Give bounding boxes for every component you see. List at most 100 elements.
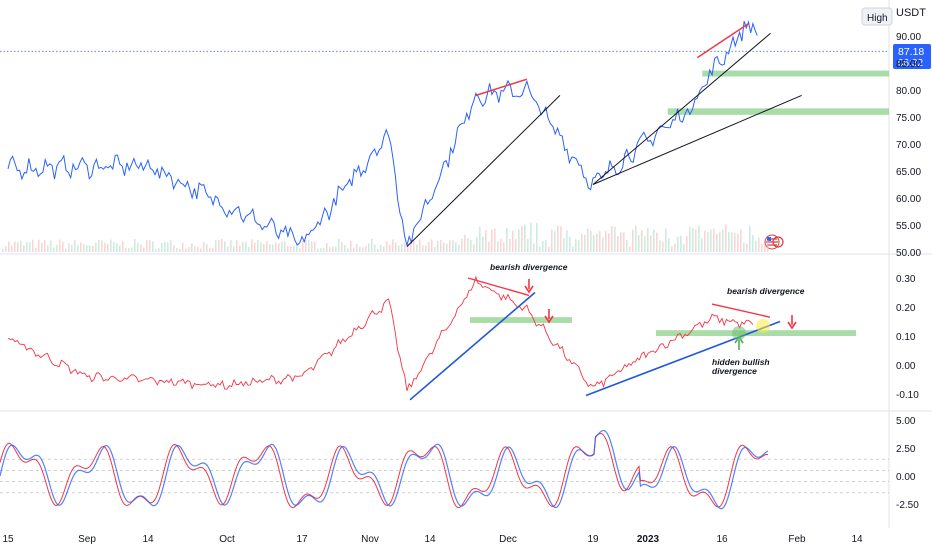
volume-bar [182,242,184,252]
y-tick-label: 90.00 [896,32,921,43]
volume-bar [365,246,367,252]
volume-bar [578,240,580,252]
divergence-line [696,22,749,59]
y-tick-label: 65.00 [896,167,921,178]
down-arrow-icon [544,309,554,324]
volume-bar [461,238,463,252]
trendline [406,95,561,247]
volume-bar [419,239,421,252]
indicator-trendline [585,320,781,397]
volume-bar [476,236,478,252]
volume-bar [176,247,178,252]
volume-bar [383,246,385,252]
volume-bar [422,245,424,252]
volume-bar [23,245,25,252]
volume-bar [50,240,52,252]
volume-bar [245,241,247,252]
volume-bar [29,242,31,252]
volume-bar [179,248,181,252]
volume-bar [653,229,655,252]
volume-bar [299,248,301,252]
volume-bar [710,229,712,252]
volume-bar [674,243,676,252]
volume-bar [575,239,577,252]
volume-bar [524,224,526,252]
volume-bar [479,226,481,252]
volume-bar [617,236,619,252]
price-badge-countdown: 06:32 [898,58,923,69]
volume-bar [263,244,265,252]
volume-bar [320,248,322,252]
volume-bar [602,237,604,252]
volume-bar [293,246,295,252]
volume-bar [566,230,568,252]
volume-bar [53,247,55,252]
volume-bar [449,240,451,252]
volume-bar [203,241,205,252]
volume-bar [89,245,91,252]
volume-bar [209,247,211,252]
volume-bar [494,228,496,252]
volume-bar [344,245,346,252]
volume-bar [404,243,406,252]
volume-bar [515,239,517,252]
volume-bar [11,245,13,252]
volume-bar [473,244,475,252]
volume-bar [269,244,271,252]
volume-bar [605,230,607,252]
y-tick-label: 50.00 [896,248,921,259]
x-tick-label: 2023 [637,534,660,545]
volume-bar [32,239,34,252]
volume-bar [647,228,649,252]
annotation-bearish-1: bearish divergence [490,262,568,272]
volume-bar [425,245,427,252]
volume-bar [692,228,694,252]
volume-bar [158,248,160,252]
y-tick-label: 0.30 [896,274,916,285]
volume-bar [749,226,751,252]
x-tick-label: 15 [2,534,14,545]
volume-bar [431,239,433,252]
volume-bar [62,241,64,252]
volume-bar [401,244,403,252]
y-tick-label: -0.10 [896,390,919,401]
volume-bar [428,241,430,252]
indicator-zone [656,330,856,336]
volume-bar [128,248,130,252]
volume-bar [104,242,106,252]
volume-bar [686,236,688,252]
volume-bar [185,248,187,252]
volume-bar [506,228,508,252]
x-tick-label: Feb [788,534,806,545]
volume-bar [746,243,748,252]
volume-bar [560,226,562,252]
volume-bar [20,240,22,252]
x-tick-label: Sep [78,534,96,545]
volume-bar [290,246,292,252]
y-tick-label: 55.00 [896,221,921,232]
y-tick-label: -2.50 [896,500,919,511]
volume-bar [764,244,766,252]
volume-bar [35,247,37,252]
y-tick-label: 0.20 [896,303,916,314]
volume-bar [242,241,244,252]
volume-bar [731,232,733,252]
high-button[interactable]: High [861,7,893,26]
volume-bar [386,241,388,252]
series-layer [0,20,769,510]
volume-bar [410,241,412,252]
volume-bar [107,243,109,252]
price-badge: 87.18 06:32 [893,44,931,69]
volume-bar [356,243,358,252]
volume-bar [608,233,610,252]
volume-bar [113,241,115,252]
volume-bar [71,244,73,252]
volume-bar [452,240,454,252]
volume-bar [92,245,94,252]
volume-bar [56,244,58,252]
volume-bar [134,239,136,252]
volume-bar [215,240,217,252]
volume-bar [662,241,664,252]
volume-bar [539,246,541,252]
